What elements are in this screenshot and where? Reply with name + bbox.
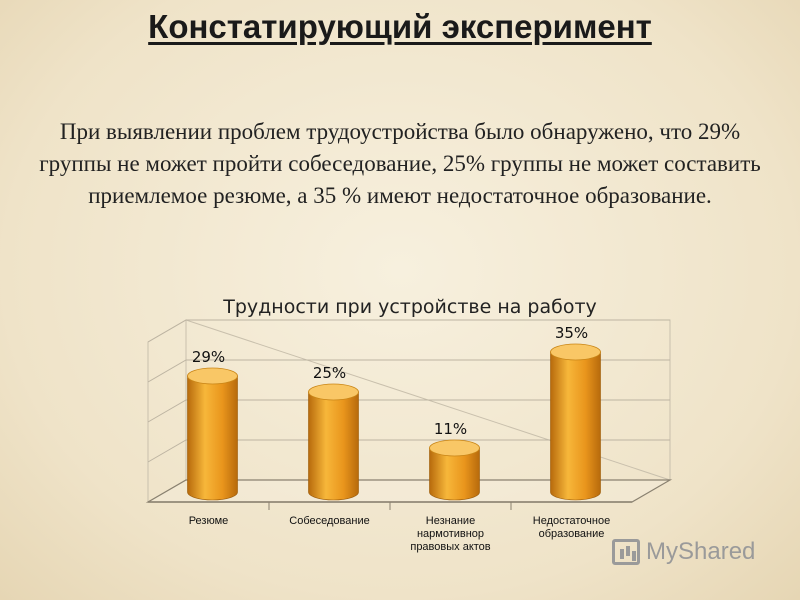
bar	[308, 383, 359, 501]
gridline	[147, 319, 670, 343]
category-label: Собеседование	[289, 515, 369, 527]
gridline	[147, 399, 670, 423]
bar	[429, 439, 480, 501]
chart-icon	[612, 539, 640, 565]
gridline	[147, 439, 670, 463]
data-label: 25%	[313, 364, 346, 382]
category-label: Недостаточное образование	[533, 515, 610, 540]
slide-title: Констатирующий эксперимент	[0, 8, 800, 46]
bar	[187, 367, 238, 501]
category-label: Незнание нармотивнор правовых актов	[410, 515, 490, 553]
data-label: 35%	[555, 324, 588, 342]
category-label: Резюме	[189, 515, 229, 527]
slide-title-text: Констатирующий эксперимент	[148, 8, 652, 45]
bar	[550, 343, 601, 501]
data-label: 29%	[192, 348, 225, 366]
chart-title: Трудности при устройстве на работу	[223, 296, 597, 318]
gridline	[147, 359, 670, 383]
watermark-text: MyShared	[646, 538, 756, 565]
data-label: 11%	[434, 420, 467, 438]
slide-body-text: При выявлении проблем трудоустройства бы…	[39, 119, 761, 208]
watermark: MyShared	[612, 538, 755, 566]
